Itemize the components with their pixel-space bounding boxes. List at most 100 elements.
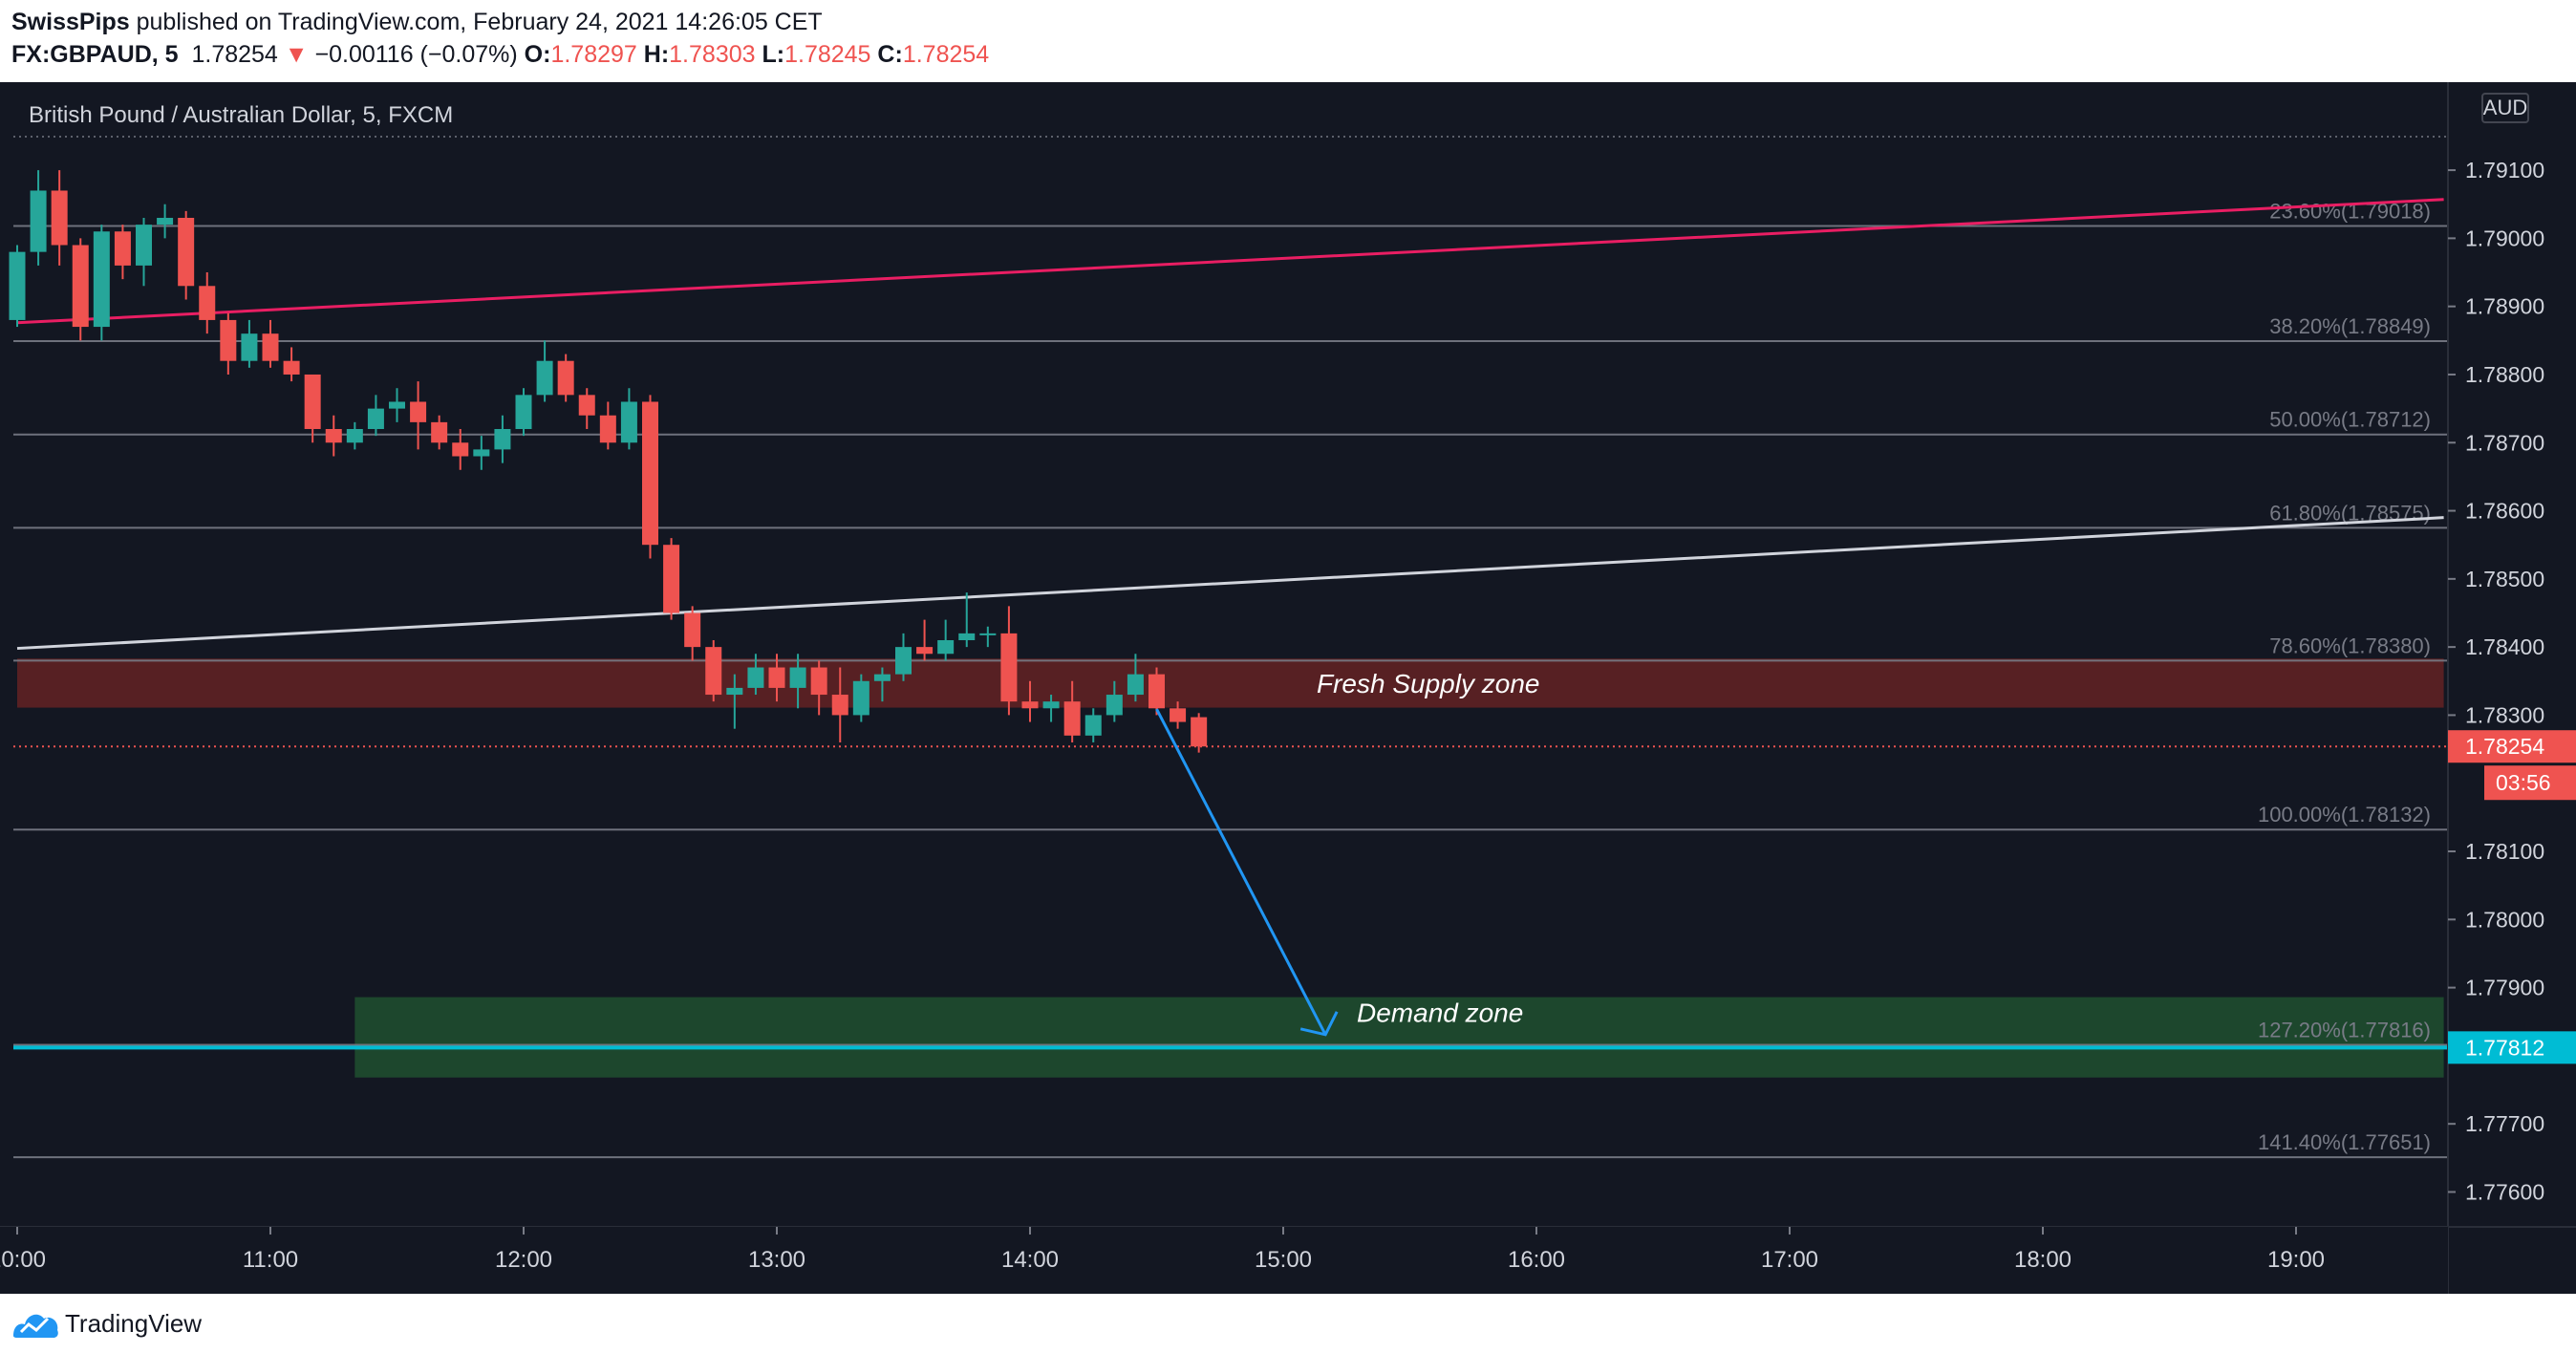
supply-zone[interactable]: [17, 658, 2444, 708]
x-tick-label: 16:00: [1508, 1247, 1565, 1273]
bar-countdown: 03:56: [2496, 770, 2551, 795]
close-value: 1.78254: [902, 41, 990, 68]
y-tick-label: 1.77900: [2465, 976, 2544, 1000]
target-price-tag[interactable]: 1.77812: [2465, 1035, 2544, 1060]
price-axis[interactable]: [2448, 82, 2576, 1294]
candle[interactable]: [473, 449, 490, 457]
candle[interactable]: [304, 374, 321, 429]
candle[interactable]: [114, 231, 131, 266]
high-value: 1.78303: [669, 41, 756, 68]
high-label: H:: [643, 41, 670, 68]
candle[interactable]: [916, 647, 934, 655]
candle[interactable]: [831, 695, 848, 716]
candle[interactable]: [410, 401, 427, 422]
candle[interactable]: [1127, 674, 1144, 696]
candle[interactable]: [51, 190, 68, 246]
candle[interactable]: [1170, 708, 1187, 722]
candle[interactable]: [178, 217, 195, 287]
publish-info: SwissPips published on TradingView.com, …: [11, 9, 823, 36]
candle[interactable]: [557, 360, 574, 396]
target-price-tag-bg: [2448, 1031, 2576, 1064]
candle[interactable]: [937, 640, 955, 655]
x-tick-label: 10:00: [0, 1247, 46, 1273]
candle[interactable]: [136, 225, 152, 266]
candle[interactable]: [1084, 715, 1102, 736]
last-price-tag[interactable]: 1.78254: [2465, 734, 2544, 759]
candle[interactable]: [705, 647, 722, 696]
candle[interactable]: [494, 428, 511, 450]
y-tick-label: 1.78700: [2465, 430, 2544, 455]
candle[interactable]: [346, 428, 363, 443]
candle[interactable]: [895, 647, 912, 675]
x-tick-label: 12:00: [495, 1247, 552, 1273]
candle[interactable]: [431, 421, 448, 443]
candle[interactable]: [72, 245, 89, 328]
candle[interactable]: [747, 667, 764, 688]
candle[interactable]: [873, 674, 891, 681]
countdown-bg: [2484, 765, 2576, 801]
tradingview-logo-icon[interactable]: [11, 1307, 61, 1340]
candle[interactable]: [157, 217, 174, 226]
trendline-upper[interactable]: [16, 198, 2444, 325]
candle[interactable]: [30, 190, 47, 252]
candle[interactable]: [325, 428, 342, 443]
publisher-name[interactable]: SwissPips: [11, 9, 130, 35]
trendline-lower[interactable]: [16, 516, 2444, 651]
candle[interactable]: [642, 401, 658, 546]
last-price-tag-bg: [2448, 730, 2576, 763]
candle[interactable]: [1042, 701, 1060, 709]
candle[interactable]: [199, 286, 216, 320]
candle[interactable]: [9, 251, 26, 320]
y-tick-label: 1.77600: [2465, 1179, 2544, 1204]
candle[interactable]: [1191, 717, 1208, 747]
candle[interactable]: [768, 667, 785, 688]
price-change: −0.00116 (−0.07%): [314, 41, 518, 68]
tradingview-brand[interactable]: TradingView: [65, 1309, 203, 1338]
candle[interactable]: [367, 408, 384, 429]
supply-zone-label: Fresh Supply zone: [1317, 669, 1539, 698]
candle[interactable]: [220, 319, 237, 361]
candle[interactable]: [810, 667, 827, 696]
chart-area[interactable]: Fresh Supply zone Demand zone 23.60%(1.79…: [0, 82, 2576, 1294]
candle[interactable]: [515, 395, 532, 429]
x-tick-label: 19:00: [2267, 1247, 2325, 1273]
candle[interactable]: [241, 333, 258, 361]
candle[interactable]: [1148, 674, 1165, 709]
projection-arrow[interactable]: [1155, 708, 1327, 1036]
candle[interactable]: [684, 612, 701, 648]
candle[interactable]: [958, 633, 976, 641]
candle[interactable]: [452, 442, 469, 457]
symbol-ohlc-line: FX:GBPAUD, 5 1.78254 ▼ −0.00116 (−0.07%)…: [11, 41, 989, 69]
candle[interactable]: [283, 360, 300, 375]
y-tick-label: 1.78400: [2465, 634, 2544, 659]
candle[interactable]: [262, 333, 279, 361]
y-tick-label: 1.78800: [2465, 362, 2544, 387]
candle[interactable]: [1063, 701, 1081, 736]
symbol-name[interactable]: FX:GBPAUD, 5: [11, 41, 179, 68]
candle[interactable]: [389, 401, 405, 409]
candle[interactable]: [789, 667, 806, 688]
y-tick-label: 1.78300: [2465, 702, 2544, 727]
candle[interactable]: [663, 545, 680, 613]
candle[interactable]: [536, 360, 553, 396]
y-tick-label: 1.79100: [2465, 158, 2544, 183]
candle[interactable]: [1000, 633, 1018, 702]
y-tick-label: 1.79000: [2465, 226, 2544, 250]
chart-legend-title[interactable]: British Pound / Australian Dollar, 5, FX…: [29, 102, 453, 128]
y-tick-label: 1.78000: [2465, 907, 2544, 932]
candle[interactable]: [1021, 701, 1039, 709]
candle[interactable]: [93, 231, 110, 328]
candle[interactable]: [979, 633, 997, 635]
candle[interactable]: [1106, 695, 1123, 716]
demand-zone[interactable]: [354, 997, 2444, 1078]
time-axis[interactable]: [0, 1227, 2448, 1294]
candle[interactable]: [852, 680, 869, 716]
currency-label[interactable]: AUD: [2483, 96, 2527, 119]
candle[interactable]: [620, 401, 637, 443]
candle[interactable]: [578, 395, 595, 416]
candle[interactable]: [726, 687, 743, 696]
candle[interactable]: [599, 415, 616, 443]
close-label: C:: [877, 41, 903, 68]
axis-corner: [2450, 1229, 2576, 1294]
